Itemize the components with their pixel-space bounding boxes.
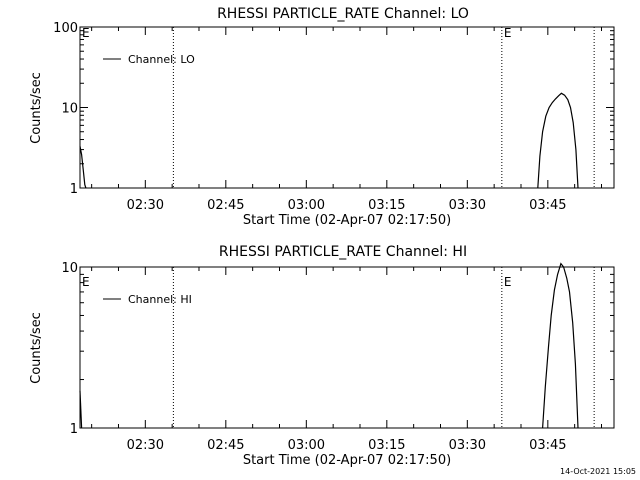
y-axis-label: Counts/sec xyxy=(29,312,44,384)
legend-label: Channel: LO xyxy=(128,53,195,66)
event-marker-label: E xyxy=(82,275,90,289)
y-tick-label: 1 xyxy=(70,182,78,197)
x-tick-label: 03:15 xyxy=(368,198,405,213)
event-marker-label: E xyxy=(504,275,512,289)
x-tick-label: 03:15 xyxy=(368,438,405,453)
footer-timestamp: 14-Oct-2021 15:05 xyxy=(560,467,636,476)
series-line xyxy=(542,262,579,429)
event-marker-label: E xyxy=(504,26,512,40)
lo-channel-panel: RHESSI PARTICLE_RATE Channel: LO Start Ti… xyxy=(29,6,615,228)
legend-label: Channel: HI xyxy=(128,293,192,306)
series-line xyxy=(79,390,83,429)
event-marker-label: E xyxy=(82,26,90,40)
plot-frame xyxy=(79,266,615,429)
x-tick-label: 03:00 xyxy=(288,438,325,453)
x-tick-label: 03:45 xyxy=(529,438,566,453)
y-axis-label: Counts/sec xyxy=(29,72,44,144)
x-axis-label: Start Time (02-Apr-07 02:17:50) xyxy=(243,213,451,228)
chart-title: RHESSI PARTICLE_RATE Channel: HI xyxy=(219,244,467,260)
x-tick-label: 02:30 xyxy=(127,198,164,213)
chart-title: RHESSI PARTICLE_RATE Channel: LO xyxy=(217,6,469,22)
series-line xyxy=(537,92,579,189)
x-tick-label: 03:30 xyxy=(449,198,486,213)
x-tick-label: 02:30 xyxy=(127,438,164,453)
x-tick-label: 03:00 xyxy=(288,198,325,213)
hi-channel-panel: RHESSI PARTICLE_RATE Channel: HI Start Ti… xyxy=(29,244,615,468)
y-tick-label: 100 xyxy=(53,21,78,36)
series-line xyxy=(79,146,87,189)
x-tick-label: 02:45 xyxy=(207,438,244,453)
y-tick-label: 10 xyxy=(61,261,78,276)
y-tick-label: 10 xyxy=(61,102,78,117)
y-tick-label: 1 xyxy=(70,422,78,437)
x-axis-label: Start Time (02-Apr-07 02:17:50) xyxy=(243,453,451,468)
x-tick-label: 03:30 xyxy=(449,438,486,453)
plot-frame xyxy=(79,26,615,189)
x-tick-label: 03:45 xyxy=(529,198,566,213)
x-tick-label: 02:45 xyxy=(207,198,244,213)
